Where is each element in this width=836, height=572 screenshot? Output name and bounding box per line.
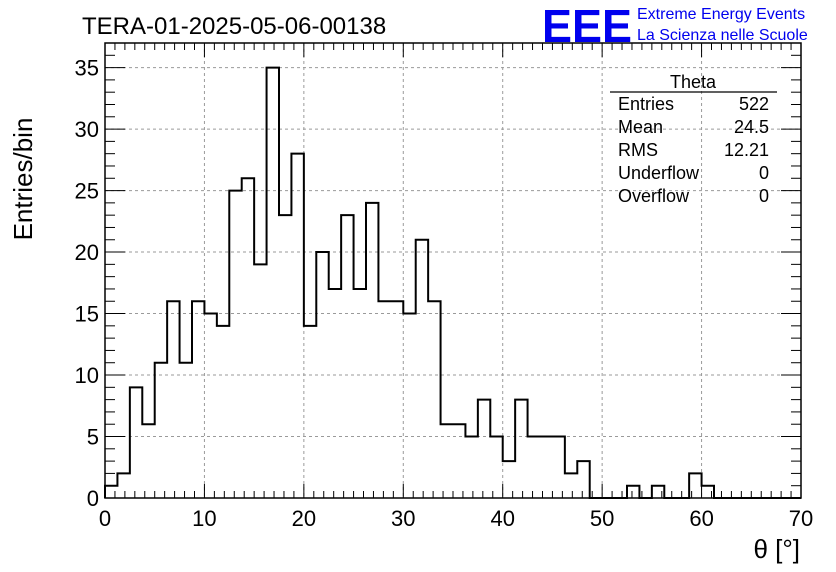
grid-lines (105, 43, 801, 498)
x-tick-label: 20 (292, 506, 316, 531)
logo-line1: Extreme Energy Events (637, 6, 805, 23)
stats-value-entries: 522 (739, 94, 769, 114)
x-tick-label: 70 (789, 506, 813, 531)
stats-label-underflow: Underflow (618, 163, 700, 183)
axis-ticks (104, 42, 802, 499)
y-tick-label: 15 (75, 302, 99, 327)
x-tick-label: 30 (391, 506, 415, 531)
x-tick-labels: 0 10 20 30 40 50 60 70 (99, 506, 813, 531)
stats-label-entries: Entries (618, 94, 674, 114)
y-tick-label: 35 (75, 56, 99, 81)
chart-title: TERA-01-2025-05-06-00138 (82, 13, 386, 40)
x-axis-label: θ [°] (753, 534, 800, 564)
y-tick-label: 5 (87, 425, 99, 450)
stats-value-underflow: 0 (759, 163, 769, 183)
y-tick-label: 25 (75, 179, 99, 204)
logo-mark: EEE (542, 0, 632, 52)
stats-title: Theta (670, 72, 717, 92)
y-tick-label: 10 (75, 363, 99, 388)
y-axis-label: Entries/bin (8, 118, 38, 241)
x-tick-label: 0 (99, 506, 111, 531)
y-tick-labels: 0 5 10 15 20 25 30 35 (75, 56, 99, 511)
y-tick-label: 30 (75, 117, 99, 142)
x-tick-label: 50 (590, 506, 614, 531)
y-tick-label: 0 (87, 486, 99, 511)
stats-label-rms: RMS (618, 140, 658, 160)
x-tick-label: 60 (689, 506, 713, 531)
x-tick-label: 40 (490, 506, 514, 531)
stats-value-rms: 12.21 (724, 140, 769, 160)
logo: EEE Extreme Energy Events La Scienza nel… (542, 0, 808, 52)
histogram-line (104, 66, 801, 499)
logo-line2: La Scienza nelle Scuole (637, 27, 808, 44)
plot-frame (104, 42, 802, 499)
stats-value-overflow: 0 (759, 186, 769, 206)
y-tick-label: 20 (75, 240, 99, 265)
stats-label-overflow: Overflow (618, 186, 690, 206)
stats-box: Theta Entries 522 Mean 24.5 RMS 12.21 Un… (610, 72, 777, 206)
stats-label-mean: Mean (618, 117, 663, 137)
x-tick-label: 10 (192, 506, 216, 531)
stats-value-mean: 24.5 (734, 117, 769, 137)
